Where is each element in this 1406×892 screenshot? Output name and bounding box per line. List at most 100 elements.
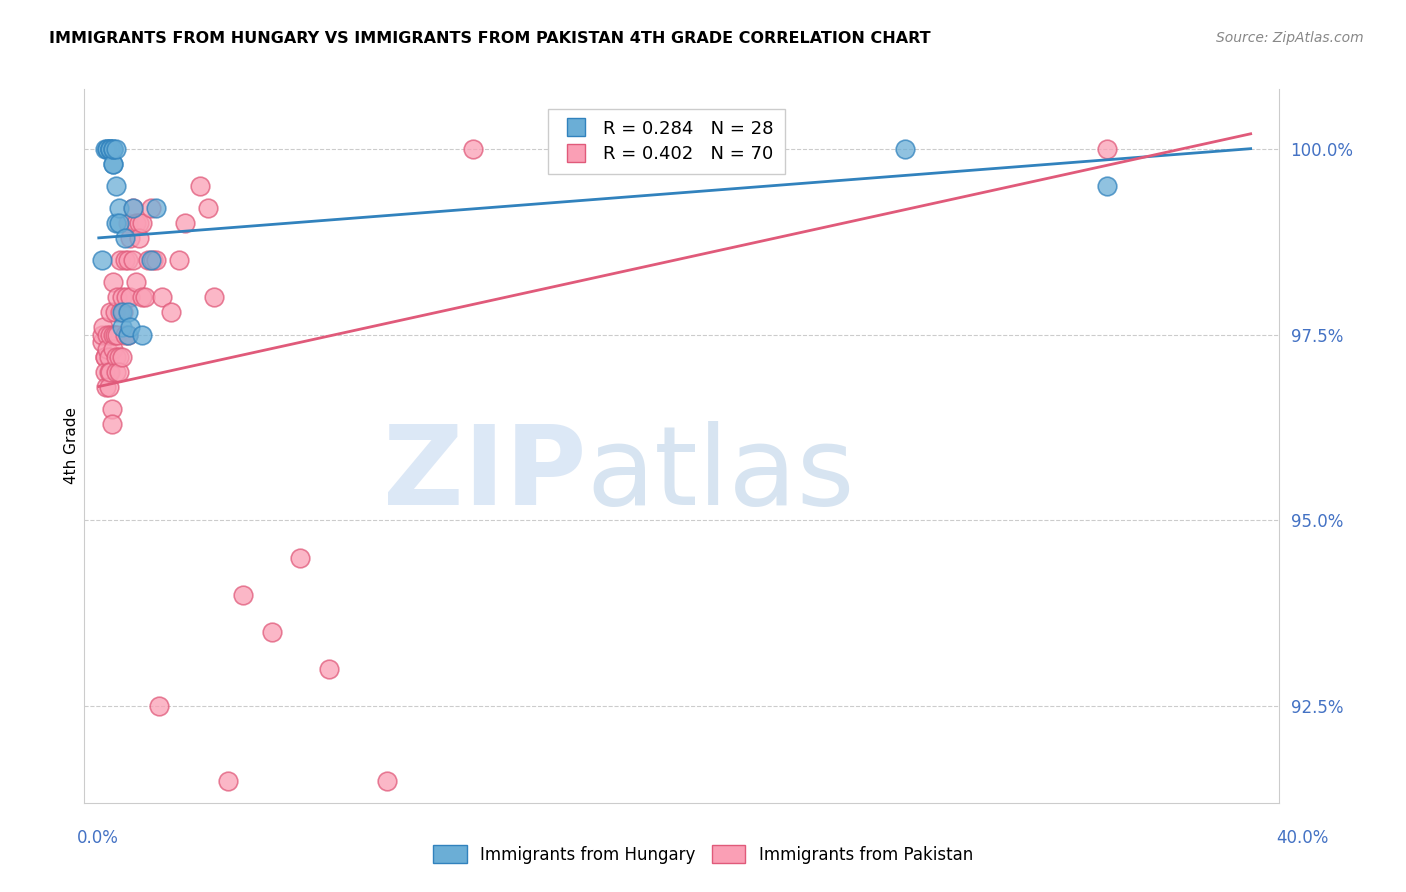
Point bbox=[145, 253, 167, 268]
Point bbox=[318, 662, 340, 676]
Point bbox=[1095, 142, 1118, 156]
Point bbox=[90, 327, 112, 342]
Point bbox=[139, 201, 162, 215]
Point bbox=[110, 305, 132, 319]
Y-axis label: 4th Grade: 4th Grade bbox=[63, 408, 79, 484]
Point bbox=[188, 178, 211, 193]
Point bbox=[463, 142, 485, 156]
Point bbox=[108, 201, 131, 215]
Point bbox=[100, 417, 122, 431]
Point bbox=[98, 327, 121, 342]
Point bbox=[90, 253, 112, 268]
Point bbox=[174, 216, 197, 230]
Point bbox=[105, 365, 128, 379]
Point bbox=[260, 624, 283, 639]
Point bbox=[217, 773, 239, 788]
Point bbox=[101, 156, 124, 170]
Legend: Immigrants from Hungary, Immigrants from Pakistan: Immigrants from Hungary, Immigrants from… bbox=[426, 838, 980, 871]
Point bbox=[94, 379, 117, 393]
Text: ZIP: ZIP bbox=[382, 421, 586, 528]
Point bbox=[105, 350, 128, 364]
Point bbox=[105, 216, 128, 230]
Point bbox=[97, 350, 120, 364]
Point bbox=[90, 334, 112, 349]
Point bbox=[148, 699, 170, 714]
Point bbox=[101, 327, 124, 342]
Point bbox=[96, 142, 118, 156]
Point bbox=[145, 201, 167, 215]
Point bbox=[112, 305, 135, 319]
Point bbox=[101, 142, 124, 156]
Point bbox=[93, 350, 115, 364]
Point bbox=[139, 253, 162, 268]
Point bbox=[1095, 178, 1118, 193]
Point bbox=[98, 305, 121, 319]
Point bbox=[150, 290, 173, 304]
Point bbox=[117, 327, 139, 342]
Point bbox=[122, 201, 145, 215]
Legend: R = 0.284   N = 28, R = 0.402   N = 70: R = 0.284 N = 28, R = 0.402 N = 70 bbox=[547, 109, 785, 174]
Point bbox=[105, 142, 128, 156]
Point bbox=[120, 231, 142, 245]
Point bbox=[128, 231, 150, 245]
Point bbox=[97, 379, 120, 393]
Point bbox=[104, 305, 127, 319]
Point bbox=[111, 305, 134, 319]
Point bbox=[120, 320, 142, 334]
Point bbox=[117, 253, 139, 268]
Point bbox=[131, 327, 153, 342]
Point bbox=[375, 773, 398, 788]
Text: 40.0%: 40.0% bbox=[1277, 829, 1329, 847]
Point bbox=[131, 290, 153, 304]
Point bbox=[110, 253, 132, 268]
Text: 0.0%: 0.0% bbox=[77, 829, 120, 847]
Point bbox=[125, 276, 148, 290]
Point bbox=[111, 320, 134, 334]
Point bbox=[104, 327, 127, 342]
Point bbox=[101, 276, 124, 290]
Point bbox=[96, 142, 118, 156]
Point bbox=[101, 156, 124, 170]
Text: Source: ZipAtlas.com: Source: ZipAtlas.com bbox=[1216, 31, 1364, 45]
Point bbox=[98, 365, 121, 379]
Point bbox=[97, 365, 120, 379]
Point bbox=[93, 365, 115, 379]
Point bbox=[108, 350, 131, 364]
Point bbox=[107, 327, 129, 342]
Point bbox=[117, 305, 139, 319]
Point bbox=[117, 327, 139, 342]
Point bbox=[101, 142, 124, 156]
Point bbox=[134, 290, 156, 304]
Point bbox=[114, 327, 136, 342]
Point bbox=[98, 142, 121, 156]
Point bbox=[122, 253, 145, 268]
Point bbox=[128, 216, 150, 230]
Point bbox=[114, 231, 136, 245]
Point bbox=[108, 365, 131, 379]
Point bbox=[98, 142, 121, 156]
Point bbox=[101, 343, 124, 357]
Point bbox=[117, 216, 139, 230]
Point bbox=[107, 290, 129, 304]
Point bbox=[111, 290, 134, 304]
Point bbox=[100, 401, 122, 416]
Text: IMMIGRANTS FROM HUNGARY VS IMMIGRANTS FROM PAKISTAN 4TH GRADE CORRELATION CHART: IMMIGRANTS FROM HUNGARY VS IMMIGRANTS FR… bbox=[49, 31, 931, 46]
Point bbox=[894, 142, 917, 156]
Point bbox=[111, 350, 134, 364]
Point bbox=[114, 253, 136, 268]
Point bbox=[122, 201, 145, 215]
Point bbox=[202, 290, 225, 304]
Point bbox=[91, 320, 114, 334]
Point bbox=[93, 350, 115, 364]
Point bbox=[96, 327, 118, 342]
Point bbox=[197, 201, 219, 215]
Point bbox=[136, 253, 159, 268]
Point bbox=[125, 216, 148, 230]
Point bbox=[131, 216, 153, 230]
Point bbox=[120, 290, 142, 304]
Point bbox=[159, 305, 181, 319]
Point bbox=[115, 290, 138, 304]
Point bbox=[232, 588, 254, 602]
Text: atlas: atlas bbox=[586, 421, 855, 528]
Point bbox=[105, 178, 128, 193]
